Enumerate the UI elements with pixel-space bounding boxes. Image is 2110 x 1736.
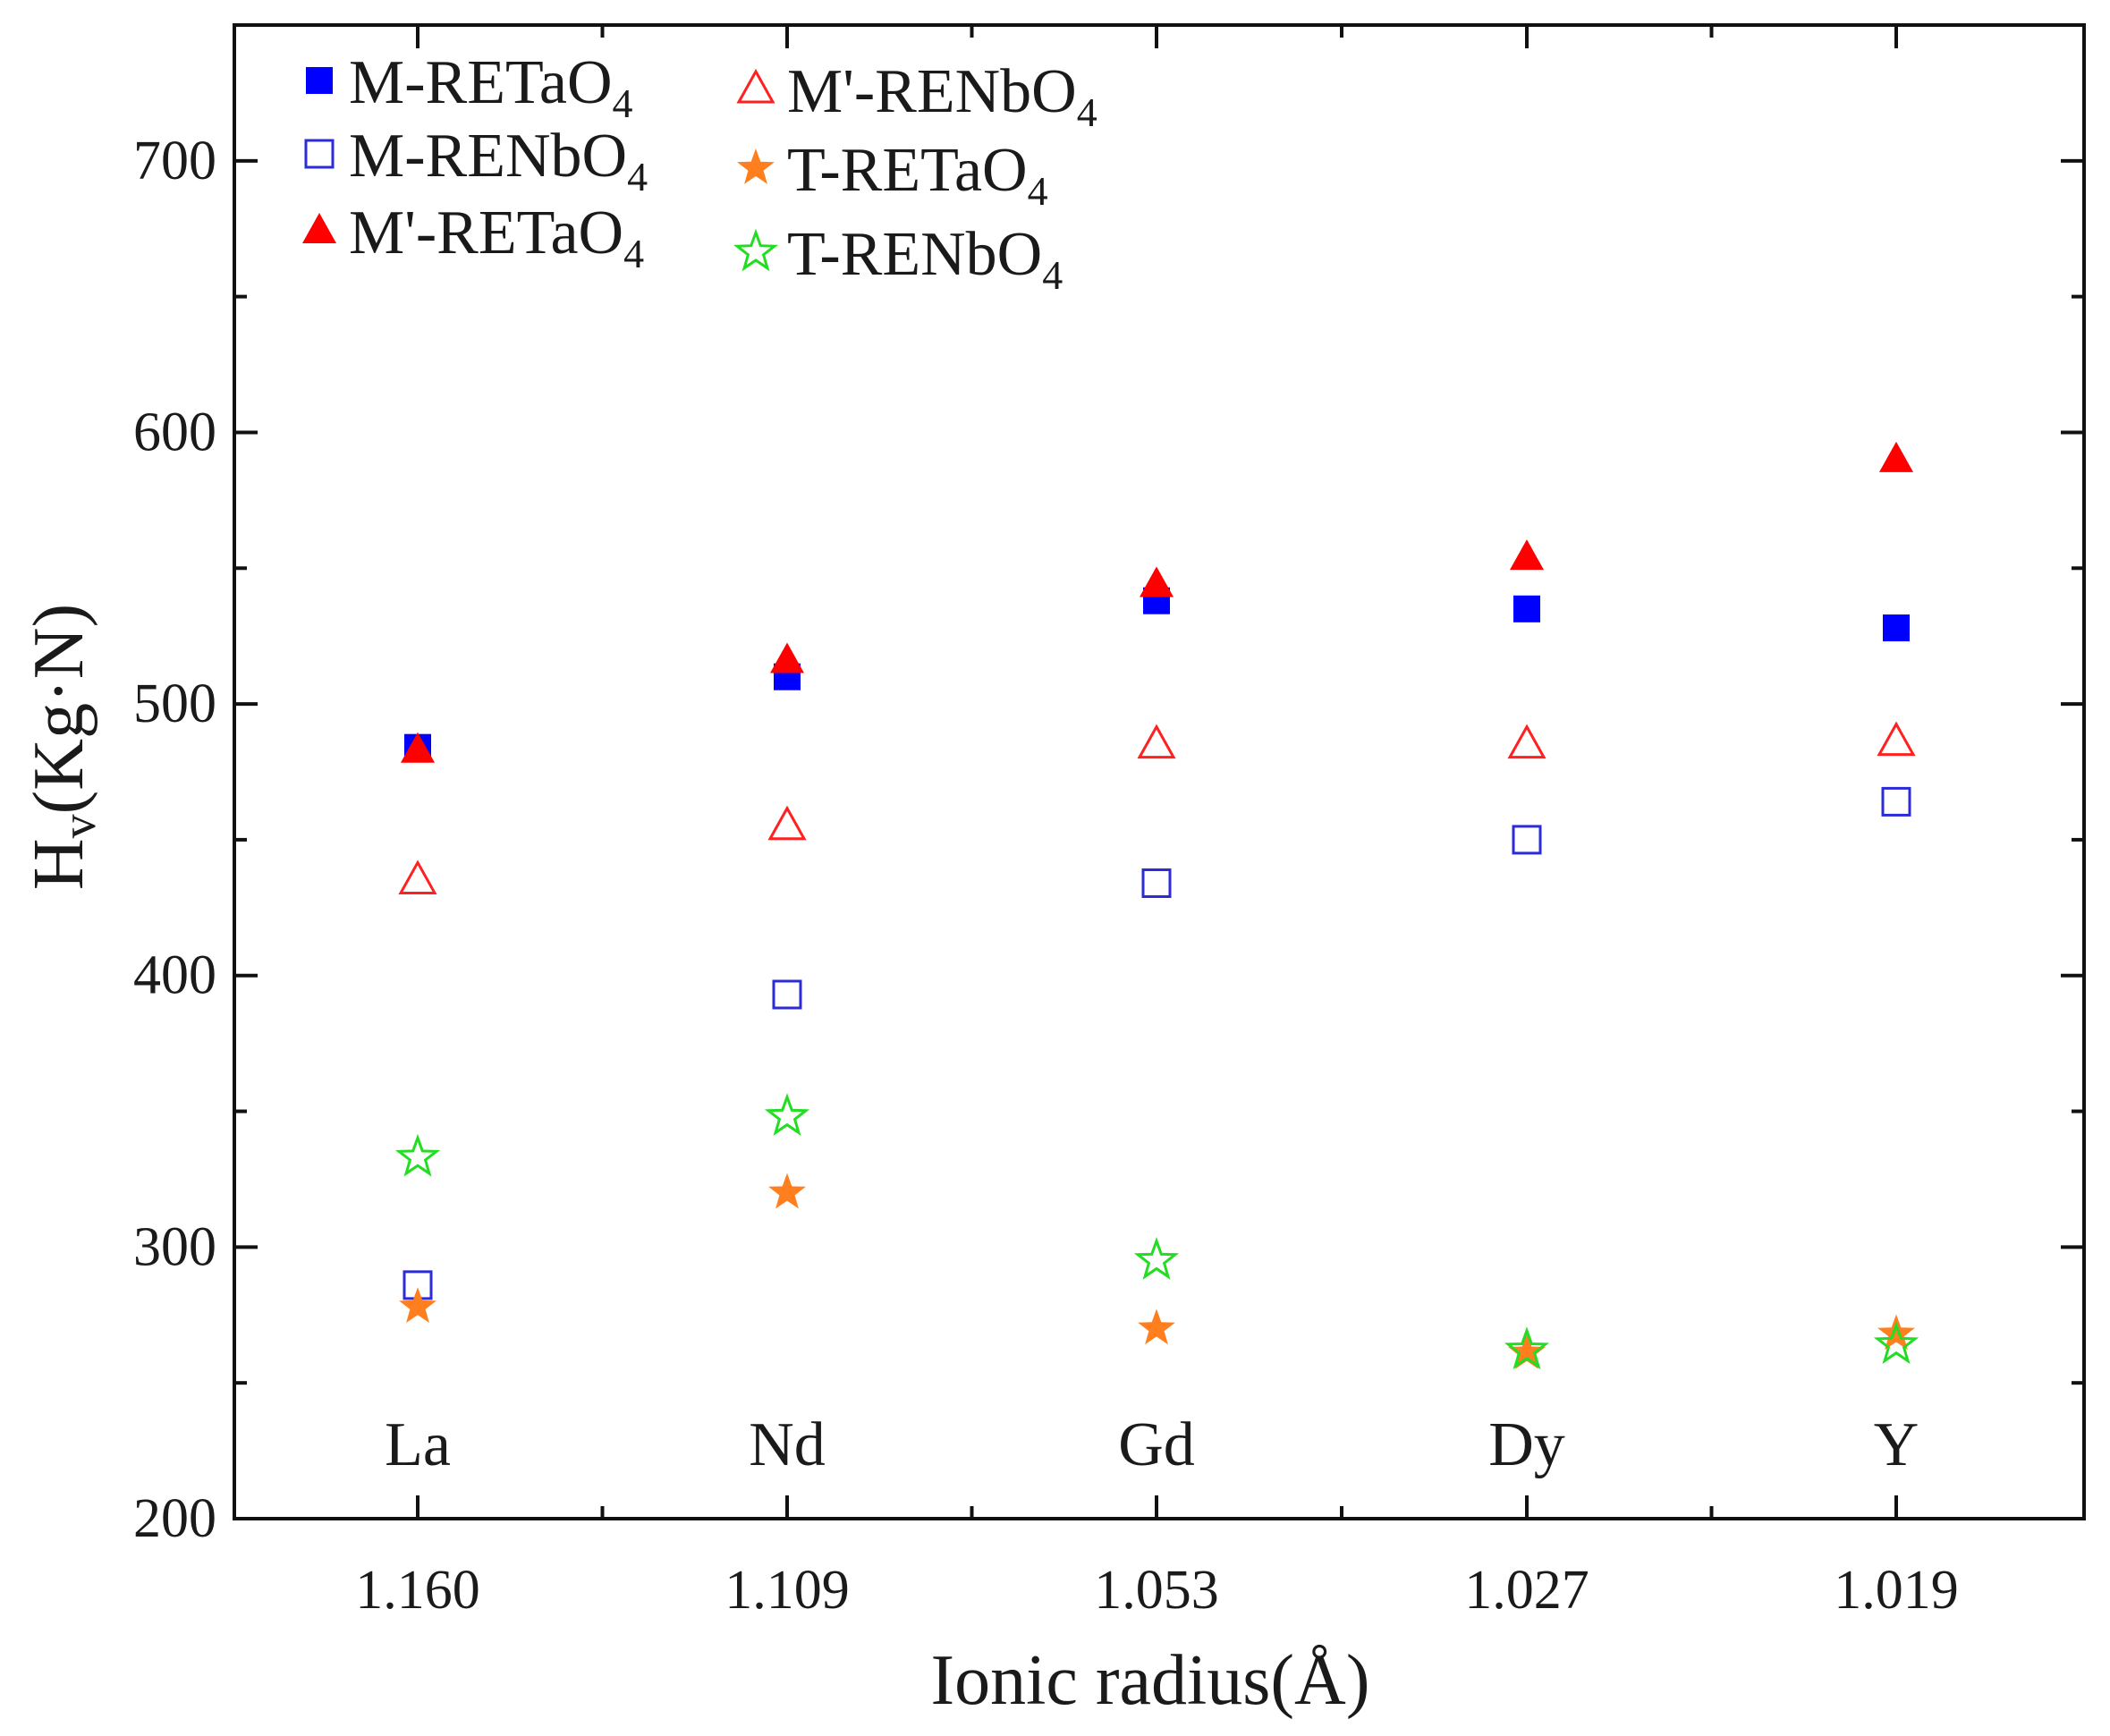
- element-label: Y: [1874, 1410, 1919, 1479]
- element-label: La: [385, 1410, 451, 1479]
- x-tick-label: 1.109: [725, 1560, 850, 1621]
- data-point: [1508, 1333, 1546, 1369]
- series-m-renbo: [398, 721, 1916, 894]
- data-point: [1883, 614, 1910, 642]
- x-axis-label: Ionic radius(Å): [931, 1641, 1370, 1720]
- data-point: [1877, 1314, 1915, 1351]
- plot-area: [233, 23, 2086, 1520]
- axis-ticks: 200 300 400 500 600 700 1.160 La 1.109 Nd 1.053 Gd 1…: [133, 23, 2084, 1621]
- legend-entry: M-RETaO4: [306, 48, 633, 126]
- legend-label: T-RETaO4: [787, 136, 1048, 214]
- y-axis-label-main: H: [20, 838, 98, 890]
- plot-frame: [233, 23, 2086, 1520]
- legend-label: M-RENbO4: [349, 122, 648, 199]
- data-point: [1507, 724, 1546, 759]
- data-point: [764, 1093, 810, 1136]
- data-point: [1138, 1308, 1175, 1345]
- data-point: [1133, 1237, 1180, 1280]
- x-tick-label: 1.019: [1834, 1560, 1959, 1621]
- data-point: [1879, 441, 1913, 472]
- series-t-retao: [399, 1173, 1915, 1369]
- legend-marker: [736, 68, 775, 104]
- series-m-retao: [401, 441, 1913, 763]
- legend-entry: T-RETaO4: [737, 136, 1048, 214]
- legend-marker: [306, 67, 333, 94]
- y-tick-label: 300: [133, 1216, 216, 1277]
- y-tick-label: 400: [133, 945, 216, 1006]
- element-label: Nd: [749, 1410, 826, 1479]
- x-tick-label: 1.053: [1094, 1560, 1219, 1621]
- series-m-renbo: [403, 786, 1911, 1300]
- data-point: [1137, 724, 1176, 759]
- data-point: [1512, 825, 1542, 855]
- data-point: [399, 1287, 436, 1323]
- data-point: [770, 642, 804, 673]
- legend-label: M'-RETaO4: [349, 199, 644, 276]
- data-marks: [394, 441, 1919, 1370]
- data-point: [401, 732, 435, 763]
- y-axis-label-sub: v: [52, 814, 106, 838]
- y-axis-label-rest: (Kg·N): [20, 604, 98, 814]
- data-point: [772, 979, 802, 1010]
- data-point: [394, 1133, 441, 1177]
- legend-entry: M'-RENbO4: [736, 57, 1097, 135]
- data-point: [1504, 1326, 1550, 1370]
- legend-marker: [733, 228, 779, 272]
- y-axis-label: Hv(Kg·N): [20, 604, 106, 890]
- data-point: [1141, 868, 1172, 898]
- element-label: Dy: [1488, 1410, 1565, 1479]
- legend-entry: T-RENbO4: [733, 220, 1063, 298]
- y-tick-label: 500: [133, 673, 216, 734]
- series-m-retao: [404, 587, 1910, 761]
- series-t-renbo: [394, 1093, 1919, 1370]
- data-point: [1877, 721, 1916, 757]
- y-tick-label: 700: [133, 131, 216, 191]
- legend-entry: M-RENbO4: [304, 122, 648, 199]
- legend-marker: [302, 213, 336, 243]
- legend-entry: M'-RETaO4: [302, 199, 644, 276]
- data-point: [1513, 595, 1540, 622]
- data-point: [768, 1173, 806, 1209]
- legend-marker: [737, 148, 775, 184]
- data-point: [1873, 1321, 1919, 1365]
- legend-marker: [304, 139, 335, 169]
- legend-label: M-RETaO4: [349, 48, 633, 126]
- y-tick-label: 600: [133, 402, 216, 462]
- data-point: [767, 805, 807, 841]
- legend-label: T-RENbO4: [787, 220, 1063, 298]
- data-point: [1881, 786, 1911, 817]
- x-tick-label: 1.027: [1464, 1560, 1589, 1621]
- y-tick-label: 200: [133, 1488, 216, 1549]
- data-point: [398, 860, 437, 894]
- data-point: [1140, 566, 1174, 597]
- legend-label: M'-RENbO4: [787, 57, 1097, 135]
- data-point: [1510, 539, 1544, 571]
- x-tick-label: 1.160: [355, 1560, 480, 1621]
- element-label: Gd: [1118, 1410, 1195, 1479]
